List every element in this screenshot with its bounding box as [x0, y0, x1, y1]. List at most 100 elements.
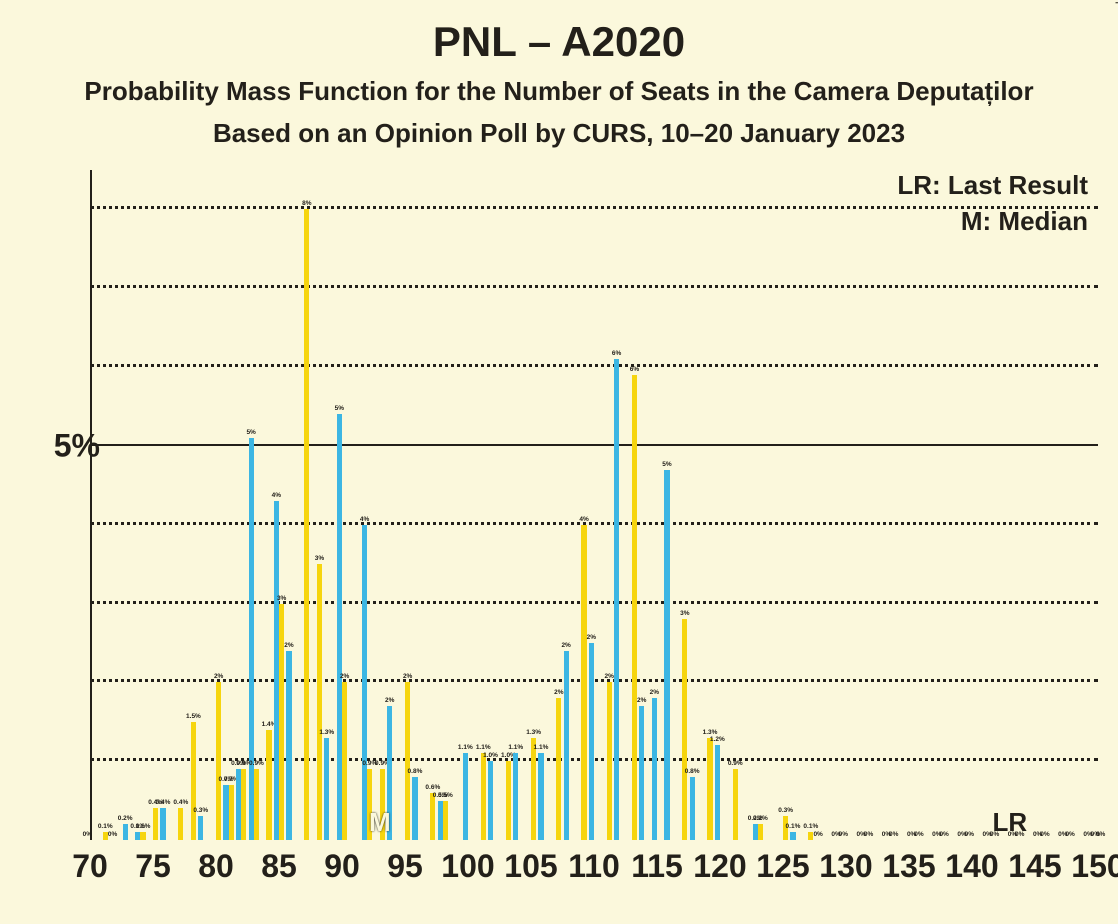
bar-yellow: [430, 793, 435, 840]
bar-label: 5%: [335, 405, 344, 412]
chart-title: PNL – A2020: [0, 18, 1118, 66]
bar-label: 0.3%: [193, 807, 208, 814]
chart-subtitle-2: Based on an Opinion Poll by CURS, 10–20 …: [0, 118, 1118, 149]
bar-blue: [198, 816, 203, 840]
x-tick: 70: [72, 848, 108, 885]
bars-container: 0%0.1%0%0.2%0.1%0.1%0.4%0.4%0.4%1.5%0.3%…: [90, 170, 1098, 840]
bar-label: 0.4%: [156, 799, 171, 806]
bar-yellow: [241, 769, 246, 840]
x-tick: 105: [504, 848, 557, 885]
bar-label: 0.5%: [438, 792, 453, 799]
bar-label: 0.1%: [98, 823, 113, 830]
chart-subtitle-1: Probability Mass Function for the Number…: [0, 76, 1118, 107]
bar-yellow: [191, 722, 196, 840]
bar-label: 0.2%: [118, 815, 133, 822]
bar-label: 0%: [1040, 831, 1049, 838]
bar-yellow: [153, 808, 158, 840]
bar-blue: [664, 470, 669, 840]
bar-yellow: [140, 832, 145, 840]
bar-label: 0.9%: [728, 760, 743, 767]
bar-label: 0.6%: [425, 784, 440, 791]
bar-label: 0.8%: [408, 768, 423, 775]
x-tick: 80: [198, 848, 234, 885]
bar-yellow: [216, 682, 221, 840]
bar-label: 2%: [340, 673, 349, 680]
plot-area: LR: Last Result M: Median 0%0.1%0%0.2%0.…: [90, 170, 1098, 840]
bar-yellow: [556, 698, 561, 840]
bar-blue: [123, 824, 128, 840]
bar-yellow: [254, 769, 259, 840]
bar-label: 1.3%: [703, 729, 718, 736]
bar-yellow: [405, 682, 410, 840]
bar-label: 6%: [612, 350, 621, 357]
bar-label: 1.5%: [186, 713, 201, 720]
bar-blue: [639, 706, 644, 840]
bar-label: 2%: [637, 697, 646, 704]
bar-label: 0%: [889, 831, 898, 838]
x-tick: 75: [135, 848, 171, 885]
bar-label: 2%: [650, 689, 659, 696]
bar-label: 0%: [965, 831, 974, 838]
x-tick: 115: [631, 848, 683, 885]
bar-label: 0.4%: [173, 799, 188, 806]
bar-label: 0.3%: [778, 807, 793, 814]
bar-label: 1.3%: [526, 729, 541, 736]
bar-label: 1.2%: [710, 736, 725, 743]
bar-label: 1.1%: [508, 744, 523, 751]
bar-label: 1.3%: [319, 729, 334, 736]
x-tick: 150: [1071, 848, 1118, 885]
bar-label: 5%: [246, 429, 255, 436]
bar-label: 4%: [579, 516, 588, 523]
bar-label: 2%: [403, 673, 412, 680]
bar-label: 5%: [662, 461, 671, 468]
median-marker: M: [369, 807, 391, 838]
x-tick: 145: [1008, 848, 1061, 885]
bar-blue: [538, 753, 543, 840]
bar-label: 2%: [554, 689, 563, 696]
bar-yellow: [266, 730, 271, 840]
bar-label: 1.1%: [476, 744, 491, 751]
x-tick: 85: [261, 848, 297, 885]
x-tick: 90: [324, 848, 360, 885]
bar-label: 2%: [214, 673, 223, 680]
bar-label: 3%: [315, 555, 324, 562]
chart-page: PNL – A2020 Probability Mass Function fo…: [0, 0, 1118, 924]
bar-label: 1.1%: [534, 744, 549, 751]
copyright-text: © 2023 Filip van Laenen: [1112, 0, 1118, 4]
x-tick: 125: [756, 848, 809, 885]
bar-yellow: [607, 682, 612, 840]
bar-yellow: [304, 209, 309, 840]
bar-label: 0%: [83, 831, 92, 838]
bar-label: 2%: [587, 634, 596, 641]
bar-blue: [589, 643, 594, 840]
x-tick: 95: [387, 848, 423, 885]
bar-label: 1.0%: [483, 752, 498, 759]
bar-blue: [488, 761, 493, 840]
bar-blue: [564, 651, 569, 840]
bar-blue: [324, 738, 329, 840]
last-result-marker: LR: [992, 807, 1027, 838]
bar-yellow: [682, 619, 687, 840]
x-tick: 110: [568, 848, 620, 885]
bar-blue: [614, 359, 619, 840]
bar-yellow: [581, 525, 586, 840]
x-tick: 130: [819, 848, 872, 885]
bar-label: 0.1%: [803, 823, 818, 830]
bar-label: 0.2%: [753, 815, 768, 822]
bar-label: 0.8%: [685, 768, 700, 775]
y-axis-label: 5%: [54, 427, 100, 464]
bar-label: 0%: [839, 831, 848, 838]
bar-label: 3%: [680, 610, 689, 617]
bar-blue: [412, 777, 417, 840]
bar-yellow: [758, 824, 763, 840]
bar-blue: [790, 832, 795, 840]
x-tick: 100: [441, 848, 494, 885]
bar-yellow: [279, 604, 284, 840]
bar-label: 6%: [630, 366, 639, 373]
bar-yellow: [531, 738, 536, 840]
bar-label: 0%: [939, 831, 948, 838]
bar-label: 0%: [1065, 831, 1074, 838]
bar-label: 4%: [272, 492, 281, 499]
x-tick: 120: [693, 848, 746, 885]
bar-label: 4%: [360, 516, 369, 523]
